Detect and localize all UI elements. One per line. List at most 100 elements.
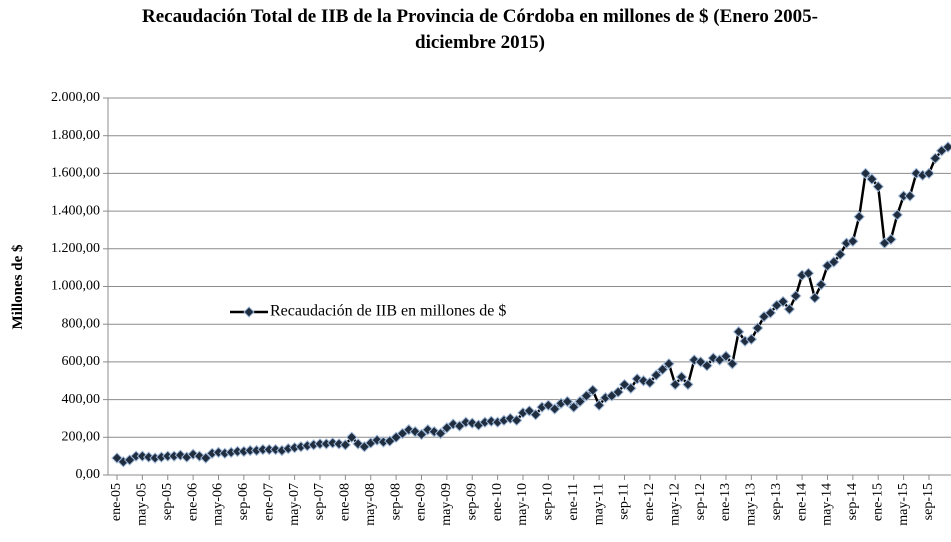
x-tick-label: may-09 — [439, 483, 454, 526]
data-point — [847, 235, 859, 247]
data-point — [663, 358, 675, 370]
x-tick-label: may-06 — [211, 483, 226, 526]
x-tick-label: may-11 — [591, 483, 606, 525]
data-point — [574, 395, 586, 408]
data-point — [529, 408, 542, 421]
y-tick-label: 1.800,00 — [51, 128, 100, 143]
x-tick-label: sep-11 — [617, 483, 632, 520]
data-point — [732, 326, 745, 338]
x-tick-label: may-07 — [287, 483, 302, 526]
y-tick-label: 600,00 — [62, 354, 101, 369]
data-point — [580, 390, 593, 402]
data-point — [777, 295, 789, 308]
data-point — [872, 180, 884, 193]
x-tick-label: sep-06 — [236, 483, 251, 520]
data-point — [650, 369, 662, 381]
chart-title: diciembre 2015) — [415, 32, 545, 53]
data-point — [193, 450, 206, 462]
data-point — [790, 290, 802, 302]
data-point — [701, 359, 713, 372]
x-tick-label: ene-15 — [870, 483, 885, 521]
data-point — [675, 371, 688, 383]
data-point — [688, 354, 700, 366]
x-tick-label: may-05 — [135, 483, 150, 526]
y-axis-label: Millones de $ — [10, 244, 26, 329]
data-point — [929, 152, 942, 165]
data-point — [415, 428, 428, 441]
data-point — [403, 424, 415, 436]
x-tick-label: may-10 — [515, 483, 530, 526]
x-tick-label: sep-15 — [921, 483, 936, 520]
data-point — [669, 378, 681, 391]
data-point — [510, 414, 523, 427]
y-tick-label: 0,00 — [76, 467, 101, 482]
data-point — [834, 248, 846, 261]
x-tick-label: sep-07 — [312, 483, 327, 520]
data-point — [885, 233, 897, 246]
y-tick-label: 1.400,00 — [51, 203, 100, 218]
data-point — [466, 417, 478, 429]
x-tick-label: may-12 — [667, 483, 682, 526]
data-point — [542, 399, 555, 411]
x-tick-label: may-14 — [820, 483, 835, 526]
data-point — [859, 167, 872, 180]
data-point — [923, 167, 935, 180]
x-tick-label: ene-14 — [794, 483, 809, 521]
data-point — [828, 256, 840, 268]
data-point — [346, 431, 358, 444]
y-tick-label: 800,00 — [62, 316, 101, 331]
data-point — [504, 412, 517, 425]
x-tick-label: may-13 — [744, 483, 759, 526]
data-point — [618, 378, 631, 391]
data-point — [891, 209, 903, 221]
y-tick-label: 1.600,00 — [51, 166, 100, 181]
data-point — [720, 350, 732, 362]
y-tick-label: 400,00 — [62, 392, 101, 407]
x-tick-label: ene-09 — [414, 483, 429, 521]
data-point — [764, 307, 777, 319]
data-point — [587, 384, 599, 396]
x-tick-label: ene-07 — [261, 483, 276, 521]
data-point — [656, 363, 669, 376]
legend-marker — [243, 306, 255, 318]
data-point — [548, 403, 561, 415]
data-point — [568, 401, 580, 413]
x-tick-label: sep-10 — [541, 483, 556, 520]
data-point — [751, 322, 764, 334]
data-point — [802, 267, 815, 280]
data-point — [904, 190, 916, 202]
y-tick-label: 200,00 — [62, 430, 101, 445]
x-tick-label: sep-12 — [693, 483, 708, 520]
data-point — [339, 439, 352, 451]
x-tick-label: sep-14 — [845, 483, 860, 520]
x-tick-label: ene-12 — [642, 483, 657, 521]
data-point — [809, 292, 821, 304]
x-tick-label: ene-13 — [718, 483, 733, 521]
x-tick-label: sep-09 — [464, 483, 479, 520]
data-point — [866, 173, 878, 185]
x-tick-label: ene-11 — [566, 483, 581, 521]
x-tick-label: sep-08 — [388, 483, 403, 520]
data-point — [593, 399, 605, 411]
data-point — [200, 452, 212, 464]
data-point — [815, 278, 827, 291]
y-tick-label: 1.000,00 — [51, 279, 100, 294]
data-point — [631, 373, 643, 385]
x-tick-label: ene-06 — [185, 483, 200, 521]
data-point — [783, 303, 796, 315]
data-point — [625, 382, 637, 394]
data-point — [371, 434, 383, 446]
data-point — [561, 395, 574, 408]
data-point — [682, 378, 694, 391]
y-tick-label: 1.200,00 — [51, 241, 100, 256]
x-tick-label: ene-05 — [109, 483, 124, 521]
data-point — [434, 427, 447, 440]
x-tick-label: ene-08 — [338, 483, 353, 521]
x-tick-label: may-08 — [363, 483, 378, 526]
data-point — [726, 358, 739, 370]
x-tick-label: sep-13 — [769, 483, 784, 520]
data-point — [612, 386, 624, 398]
data-point — [428, 425, 440, 438]
data-point — [942, 141, 951, 153]
